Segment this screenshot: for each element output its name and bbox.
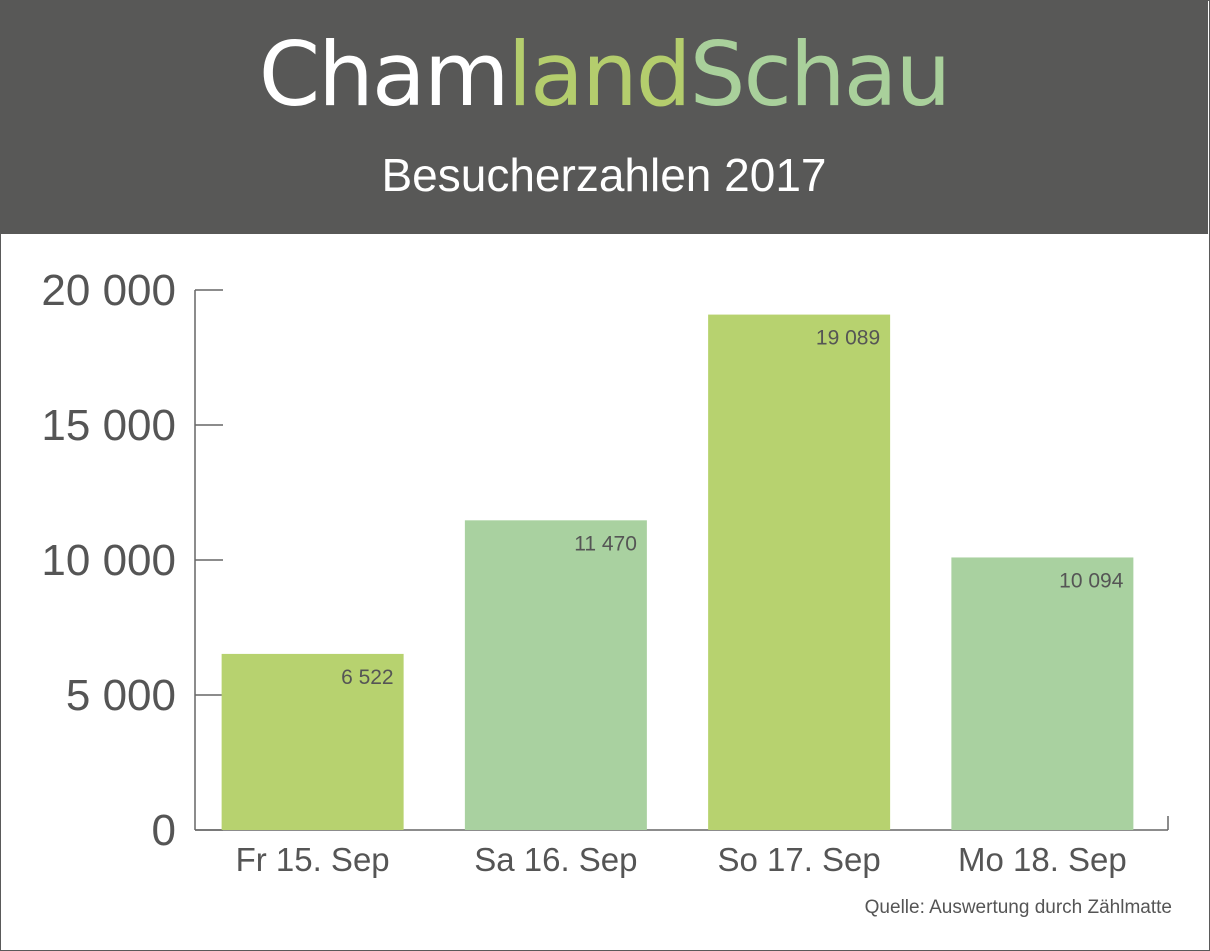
header-banner: ChamlandSchau Besucherzahlen 2017 xyxy=(0,0,1208,234)
y-tick-label: 0 xyxy=(152,806,176,855)
logo-part-land: land xyxy=(507,23,692,126)
y-tick-label: 20 000 xyxy=(41,266,176,315)
bar xyxy=(464,520,647,830)
logo-part-cham: Cham xyxy=(258,23,510,126)
bar-value-label: 19 089 xyxy=(816,327,880,350)
bar xyxy=(951,557,1134,830)
x-tick-label: Fr 15. Sep xyxy=(236,841,390,878)
y-tick-label: 15 000 xyxy=(41,401,176,450)
chamlandschau-logo: ChamlandSchau xyxy=(0,20,1208,130)
y-tick-label: 5 000 xyxy=(66,671,176,720)
bar-value-label: 6 522 xyxy=(341,666,394,689)
bar xyxy=(708,314,891,830)
x-tick-label: Sa 16. Sep xyxy=(474,841,637,878)
chart-title: Besucherzahlen 2017 xyxy=(381,149,827,201)
logo-part-schau: Schau xyxy=(689,23,952,126)
bar xyxy=(221,653,404,830)
source-note: Quelle: Auswertung durch Zählmatte xyxy=(864,897,1172,918)
bar-value-label: 11 470 xyxy=(574,532,637,555)
y-tick-label: 10 000 xyxy=(41,536,176,585)
bar-value-label: 10 094 xyxy=(1059,569,1124,592)
x-tick-label: Mo 18. Sep xyxy=(958,841,1127,878)
x-tick-label: So 17. Sep xyxy=(717,841,880,878)
